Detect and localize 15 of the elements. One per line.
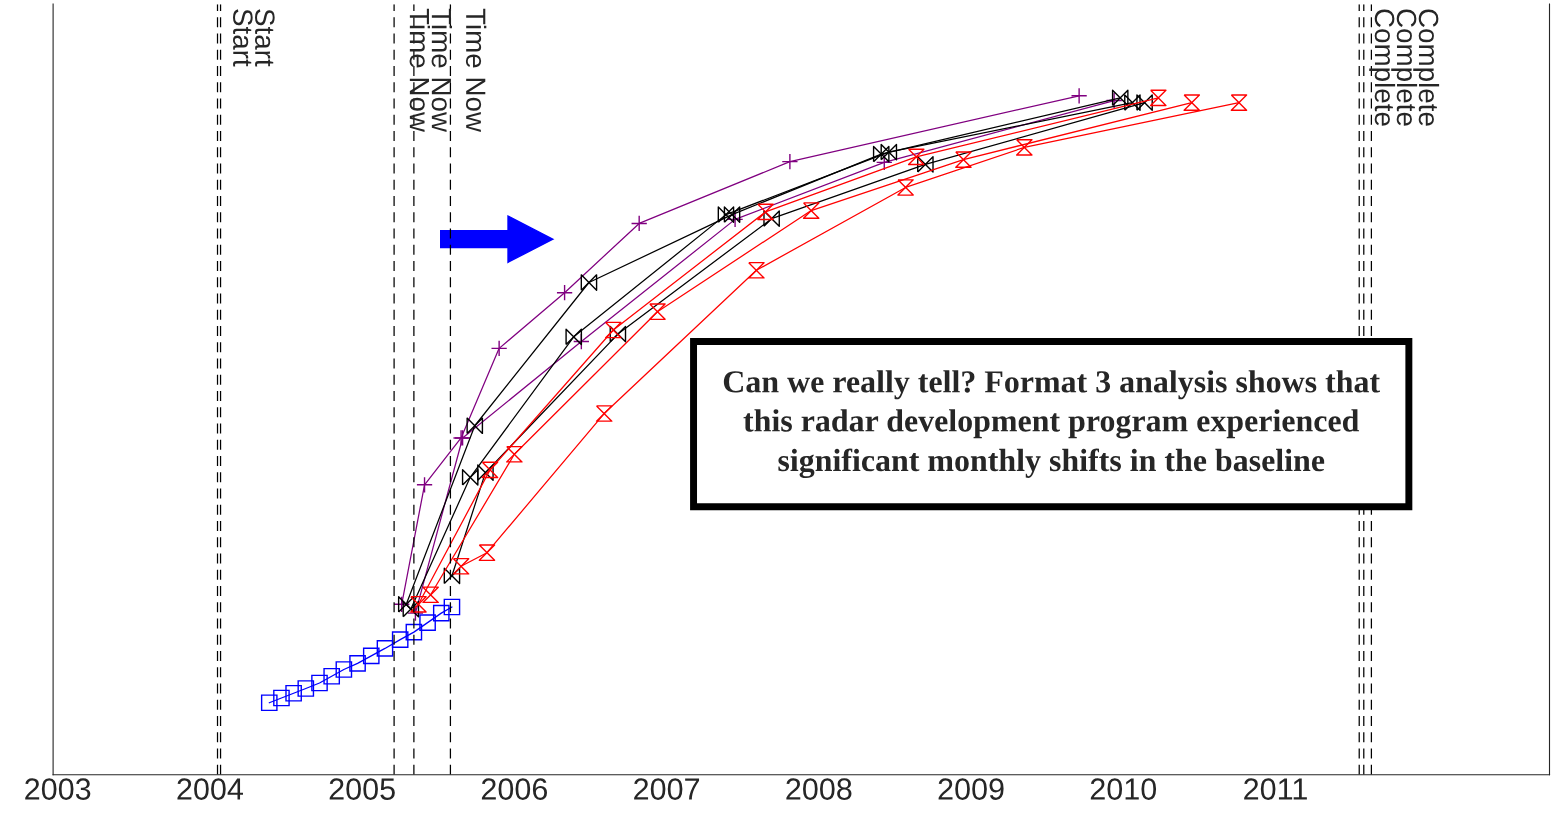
ref-line-label: Time Now [409,8,430,133]
x-tick-label: 2009 [938,778,1004,800]
x-tick-label: 2010 [1090,778,1157,800]
x-tick-label: 2006 [481,778,547,800]
ref-line-label: Time Now [431,8,452,133]
ref-line-label: Time Now [465,8,487,133]
x-tick-label: 2011 [1244,778,1307,800]
x-tick-label: 2007 [634,778,700,800]
x-tick-label: 2005 [329,778,395,800]
ref-line-label: Start [255,9,275,67]
ref-line-label: Start [233,9,253,67]
x-tick-label: 2008 [786,778,852,800]
x-tick-label: 2004 [177,778,243,800]
annotation: Can we really tell? Format 3 analysis shows that this radar development program experienced significant monthly shifts in the baseline [723,370,1380,479]
x-tick-label: 2003 [25,778,91,800]
